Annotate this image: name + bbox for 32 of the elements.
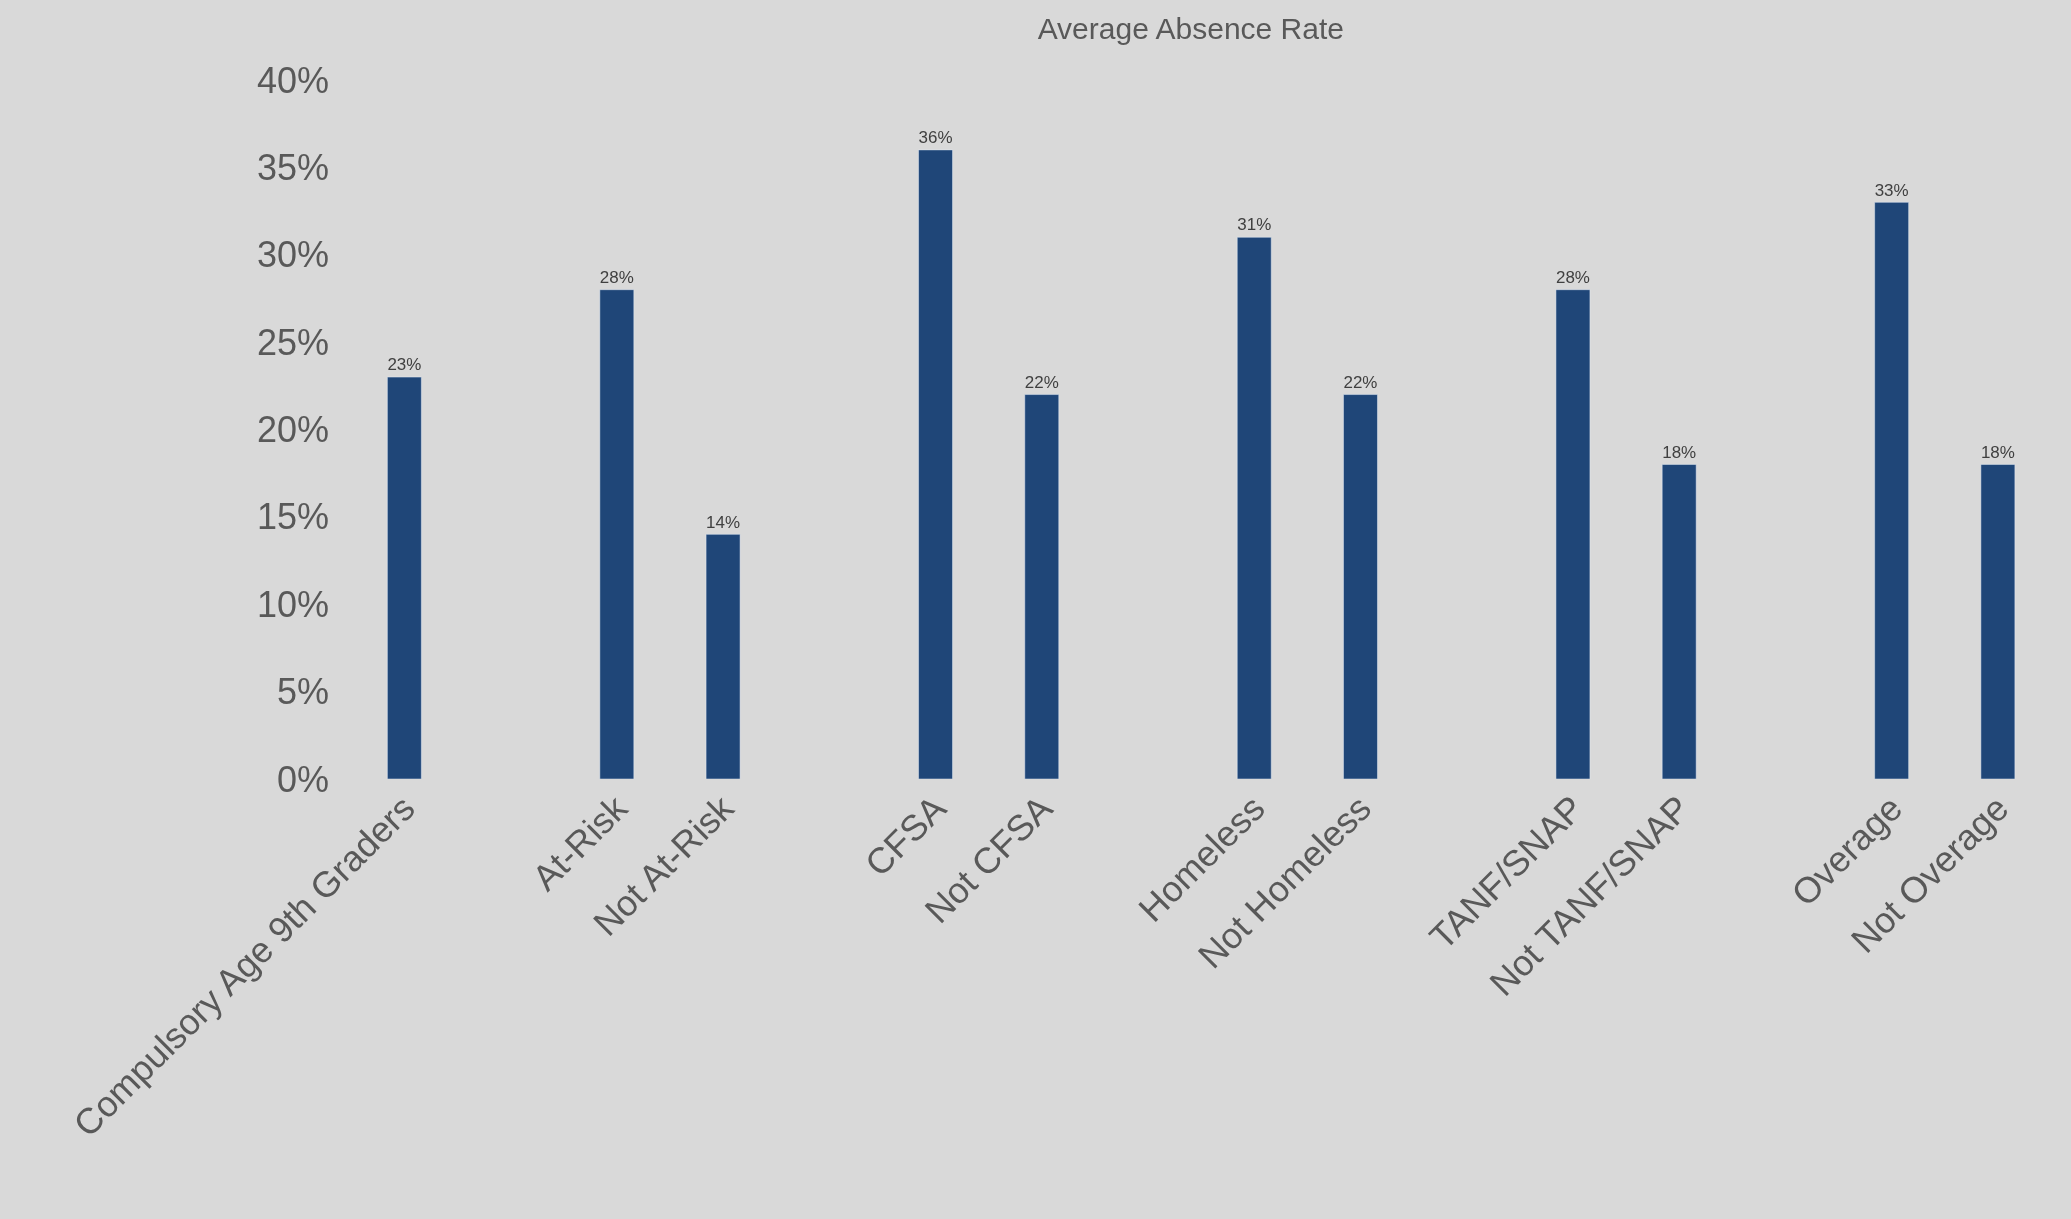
data-label: 28% [599,267,634,287]
y-tick-label: 10% [256,583,329,625]
bar [1980,464,2016,779]
bar [599,289,635,779]
bar [1024,394,1060,779]
bar [1236,237,1272,779]
data-label: 36% [918,128,953,148]
data-label: 18% [1980,442,2015,462]
data-label: 33% [1874,180,1909,200]
bar [1874,202,1909,779]
data-label: 22% [1024,372,1059,392]
y-tick-label: 35% [256,146,329,188]
y-tick-label: 5% [276,671,329,713]
chart-title: Average Absence Rate [1037,12,1344,46]
data-label: 22% [1343,372,1378,392]
y-tick-label: 20% [256,409,329,451]
y-tick-label: 30% [256,234,329,276]
bar [1343,394,1378,779]
y-tick-label: 15% [256,496,329,538]
data-label: 28% [1555,267,1590,287]
bar [387,376,422,779]
bar [705,534,741,779]
data-label: 31% [1237,215,1272,235]
data-label: 18% [1662,442,1697,462]
data-label: 23% [387,355,422,375]
bar [1661,464,1697,779]
y-tick-label: 0% [276,758,329,800]
y-tick-label: 25% [256,321,329,363]
y-tick-label: 40% [256,59,329,101]
bar [918,149,953,779]
bar [1555,289,1591,779]
data-label: 14% [706,512,741,532]
